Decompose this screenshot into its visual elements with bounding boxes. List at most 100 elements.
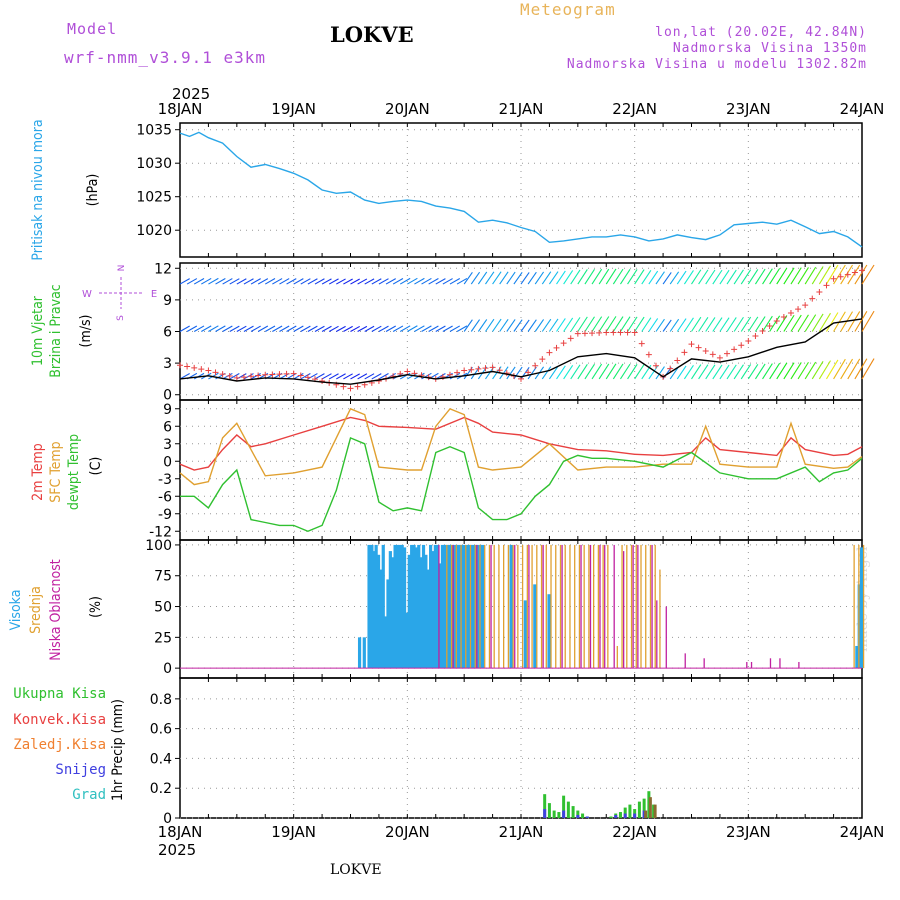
wind-barb [861, 358, 875, 380]
precip-bar [623, 807, 627, 818]
precip-bar [642, 798, 646, 818]
y-tick-label: 1025 [136, 190, 172, 206]
gust-marker [468, 366, 475, 373]
wind-barb [201, 277, 212, 285]
gust-marker [809, 295, 816, 302]
precip-axis-title: 1hr Precip (mm) [110, 699, 126, 801]
wind-barb [790, 314, 802, 332]
gust-marker [688, 341, 695, 348]
wind-barb [371, 278, 382, 285]
gust-marker [539, 356, 546, 363]
precip-bars [644, 797, 657, 818]
wind-barb [712, 269, 723, 285]
y-tick-label: -6 [158, 489, 172, 505]
wind-barb [676, 270, 687, 285]
panel-frame [179, 399, 863, 541]
y-tick-label: 50 [154, 600, 172, 616]
wind-barb [811, 266, 824, 285]
wind-barb [662, 272, 672, 285]
wind-barb [456, 325, 468, 332]
wind-barb [563, 365, 574, 380]
wind-barb [683, 317, 694, 332]
mid-cloud-axis-title: Srednja [28, 586, 44, 634]
wind-barb [790, 362, 802, 380]
time-label-bottom: 22JAN [612, 823, 657, 841]
compass-east: E [151, 289, 157, 300]
wind-barb [421, 277, 432, 285]
wind-barb [485, 271, 495, 285]
wind-unit: (m/s) [78, 315, 94, 348]
wind-barb [364, 278, 375, 285]
gust-marker [859, 267, 865, 274]
cloud-bar [419, 557, 423, 669]
wind-barb [179, 325, 190, 332]
cloud-bar [398, 544, 402, 669]
wind-barb [286, 278, 297, 285]
y-tick-label: 0 [163, 661, 172, 677]
wind-barb [612, 268, 624, 285]
y-tick-label: 6 [163, 325, 172, 341]
wind-barb [605, 316, 617, 332]
wind-barb [762, 268, 773, 285]
precip-bar [614, 815, 618, 818]
wind-barb [797, 361, 809, 380]
precip-legend-item: Konvek.Kisa [13, 712, 106, 728]
cloud-bar [388, 551, 392, 669]
wind-barb [548, 271, 559, 285]
cloud-bar [471, 544, 475, 669]
y-tick-label: 0.8 [150, 692, 172, 708]
precip-bar [557, 812, 561, 818]
wind-barb [598, 363, 610, 380]
wind-barb [577, 269, 588, 285]
wind-barb [407, 325, 418, 332]
pressure-unit: (hPa) [85, 174, 101, 207]
wind-barb [343, 278, 353, 285]
precip-bar [571, 806, 575, 818]
wind-barb [705, 364, 716, 380]
wind-barb [236, 325, 247, 332]
time-label-top: 24JAN [840, 100, 885, 118]
wind-barb [513, 271, 523, 285]
precip-bar [581, 813, 585, 818]
wind-barb [648, 318, 659, 332]
wind-barb [556, 318, 566, 332]
gust-marker [375, 378, 382, 385]
precip-bar [637, 801, 641, 818]
wind-barb [740, 316, 752, 332]
wind-barb [520, 319, 530, 332]
wind-barb [747, 269, 759, 285]
cloud-bar [447, 544, 452, 669]
wind-barb [634, 364, 645, 380]
time-label-top: 23JAN [726, 100, 771, 118]
wind-barb [328, 373, 339, 380]
wind-barb [264, 278, 276, 285]
gust-marker [617, 329, 624, 336]
y-tick-label: 0.4 [150, 751, 172, 767]
wind-barb [776, 362, 788, 380]
wind-barb [591, 363, 603, 380]
cloud-bar [407, 554, 411, 669]
wind-barb [683, 364, 694, 380]
wind-barb [300, 278, 311, 285]
precip-bar [543, 809, 547, 818]
wind-barb [485, 318, 495, 332]
cloud-bar [433, 544, 437, 669]
precip-bar [644, 810, 648, 818]
wind-barb [726, 364, 737, 380]
gust-marker [667, 365, 674, 372]
wind-barb [314, 373, 325, 380]
wind-gust-markers [177, 267, 865, 392]
wind-axis-title-2: Brzina i Pravac [48, 284, 64, 378]
gust-marker [816, 288, 823, 295]
cloud-bar [476, 544, 480, 669]
wind-barb [492, 318, 502, 332]
wind-barb [641, 317, 652, 332]
wind-barb [250, 278, 261, 285]
wind-barb [804, 361, 817, 380]
precip-bar [543, 794, 547, 818]
y-tick-label: 0.2 [150, 781, 172, 797]
compass-cross [99, 277, 143, 309]
wind-barb [428, 278, 439, 285]
wind-barb [733, 316, 744, 332]
wind-barb [293, 325, 304, 332]
